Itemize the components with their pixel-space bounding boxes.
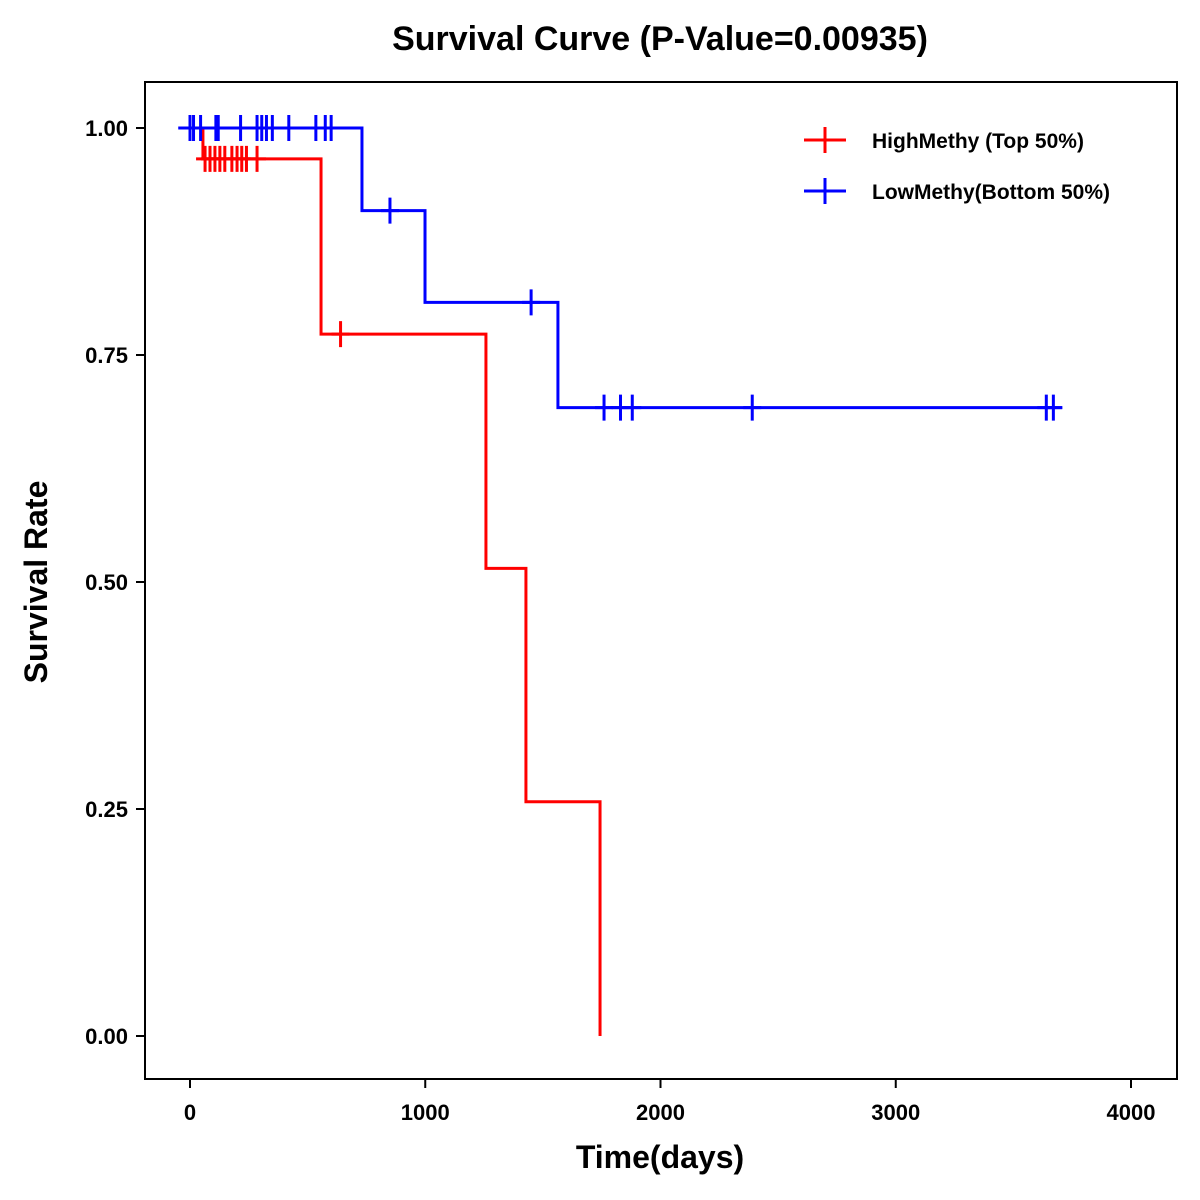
censor-mark (231, 115, 250, 141)
censor-mark (263, 115, 282, 141)
plot-frame (144, 81, 1178, 1080)
censor-mark (279, 115, 298, 141)
censor-mark (1044, 394, 1063, 421)
legend-label: LowMethy(Bottom 50%) (872, 181, 1110, 204)
censor-mark (331, 321, 350, 348)
y-tick-label: 0.75 (85, 343, 128, 368)
y-tick-label: 0.50 (85, 570, 128, 595)
x-tick-label: 4000 (1107, 1100, 1156, 1125)
x-tick-label: 2000 (636, 1100, 685, 1125)
y-tick-label: 0.25 (85, 797, 128, 822)
censor-mark (191, 115, 210, 141)
censor-mark (248, 145, 267, 172)
legend: HighMethy (Top 50%) LowMethy(Bottom 50%) (804, 127, 1110, 204)
legend-key (804, 127, 846, 153)
y-tick-label: 1.00 (85, 116, 128, 141)
x-tick-label: 1000 (401, 1100, 450, 1125)
censor-mark (380, 197, 399, 224)
y-tick-label: 0.00 (85, 1024, 128, 1049)
x-tick-label: 0 (184, 1100, 196, 1125)
x-tick-label: 3000 (871, 1100, 920, 1125)
censor-mark (209, 115, 228, 141)
censor-mark (322, 115, 341, 141)
x-axis-label: Time(days) (576, 1139, 744, 1175)
censor-mark (595, 394, 614, 421)
chart-title: Survival Curve (P-Value=0.00935) (392, 20, 928, 58)
survival-line-low (178, 126, 1063, 410)
legend-key (804, 178, 846, 204)
legend-label: HighMethy (Top 50%) (872, 130, 1084, 153)
y-axis-label: Survival Rate (18, 481, 54, 684)
censor-mark (522, 289, 541, 316)
survival-line-high (190, 126, 602, 1036)
censor-mark (623, 394, 642, 421)
censor-mark (743, 394, 762, 421)
